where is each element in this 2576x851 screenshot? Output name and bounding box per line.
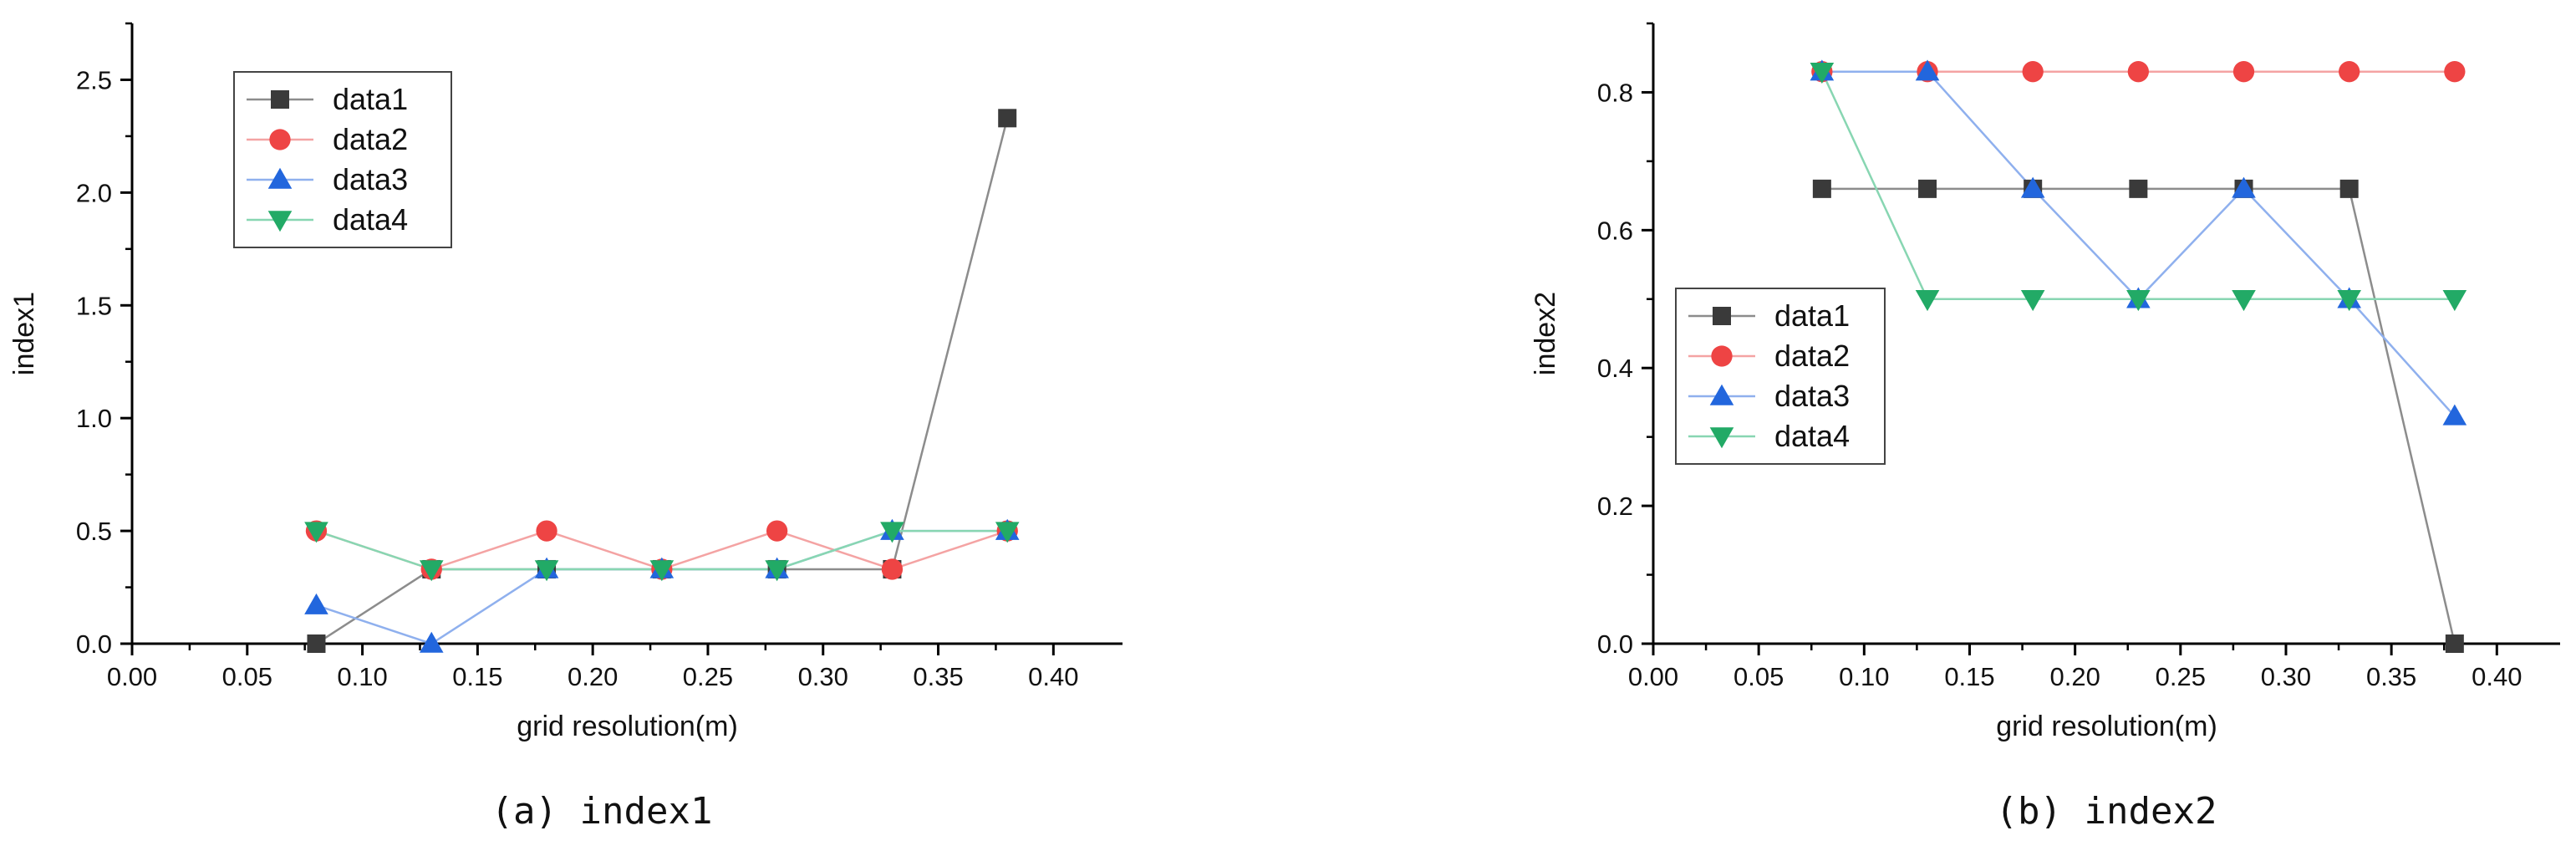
x-tick-label: 0.20 <box>568 662 618 691</box>
y-tick-label: 2.0 <box>76 178 112 207</box>
data-point-data4 <box>1915 290 1940 312</box>
data-point-data4 <box>2442 290 2467 312</box>
x-tick-label: 0.25 <box>2156 662 2206 691</box>
data-point-data4 <box>880 522 904 543</box>
data-point-data2 <box>2444 61 2466 83</box>
data-point-data2 <box>881 558 904 580</box>
x-axis-label: grid resolution(m) <box>517 711 738 742</box>
y-tick-label: 0.4 <box>1597 354 1633 383</box>
y-tick-label: 0.8 <box>1597 78 1633 107</box>
x-tick-label: 0.00 <box>1628 662 1678 691</box>
ticks-layer: 0.00 0.05 0.10 0.15 0.20 0.25 0.30 0.35 0.40 0.0 0… <box>1597 22 2560 691</box>
y-axis-label: index2 <box>1530 292 1561 375</box>
x-tick-label: 0.00 <box>107 662 157 691</box>
data-point-data3 <box>2232 176 2256 198</box>
legend-marker-data2 <box>269 129 291 150</box>
data-point-data1 <box>2129 179 2148 198</box>
y-tick-label: 1.0 <box>76 404 112 433</box>
chart-panel-index2: 0.00 0.05 0.10 0.15 0.20 0.25 0.30 0.35 0.40 0.0 0… <box>1530 22 2560 833</box>
legend-label-data1: data1 <box>1774 298 1850 333</box>
data-point-data1 <box>998 109 1017 128</box>
x-tick-label: 0.05 <box>222 662 272 691</box>
data-point-data3 <box>304 593 328 614</box>
legend-label-data1: data1 <box>333 82 408 116</box>
legend-marker-data1 <box>1713 307 1731 325</box>
legend-box <box>1675 288 1886 465</box>
y-tick-label: 0.6 <box>1597 216 1633 245</box>
data-point-data4 <box>765 560 789 582</box>
data-point-data4 <box>2337 290 2361 312</box>
data-point-data4 <box>534 560 559 582</box>
y-tick-label: 0.0 <box>1597 629 1633 659</box>
panel-caption: (a) index1 <box>491 790 713 833</box>
legend-marker-data4 <box>1709 427 1734 449</box>
legend-label-data4: data4 <box>1774 419 1850 453</box>
data-point-data3 <box>419 631 444 653</box>
y-tick-label: 2.5 <box>76 65 112 94</box>
data-point-data4 <box>2232 290 2256 312</box>
x-tick-label: 0.15 <box>452 662 502 691</box>
panel-caption: (b) index2 <box>1996 790 2217 833</box>
legend-box <box>233 71 452 248</box>
x-axis-label: grid resolution(m) <box>1996 711 2217 742</box>
x-tick-label: 0.10 <box>1839 662 1889 691</box>
x-tick-label: 0.05 <box>1733 662 1784 691</box>
data-point-data2 <box>2127 61 2149 83</box>
x-tick-label: 0.15 <box>1944 662 1994 691</box>
data-point-data1 <box>1918 179 1937 198</box>
legend-label-data2: data2 <box>1774 339 1850 373</box>
series-layer <box>304 109 1020 653</box>
legend: data1 data2 data3 data4 <box>1675 288 1886 465</box>
y-tick-label: 0.5 <box>76 517 112 546</box>
data-point-data3 <box>2442 404 2467 426</box>
y-tick-label: 1.5 <box>76 291 112 320</box>
x-tick-label: 0.30 <box>2261 662 2311 691</box>
data-point-data4 <box>304 522 328 543</box>
data-point-data2 <box>2232 61 2255 83</box>
data-point-data4 <box>649 560 675 582</box>
data-point-data4 <box>2020 290 2045 312</box>
data-point-data4 <box>2126 290 2151 312</box>
x-tick-label: 0.40 <box>2472 662 2522 691</box>
ticks-layer: 0.00 0.05 0.10 0.15 0.20 0.25 0.30 0.35 0.40 0.0 0… <box>76 22 1123 691</box>
legend-marker-data1 <box>271 90 289 109</box>
y-tick-label: 0.0 <box>76 629 112 659</box>
series-layer <box>1810 59 2467 653</box>
legend-label-data3: data3 <box>333 162 408 196</box>
legend-label-data2: data2 <box>333 122 408 156</box>
data-point-data2 <box>536 520 557 542</box>
data-point-data3 <box>1915 59 1940 81</box>
data-point-data1 <box>1812 179 1831 198</box>
legend-marker-data4 <box>267 211 293 232</box>
legend-marker-data3 <box>267 167 293 189</box>
x-tick-label: 0.20 <box>2049 662 2100 691</box>
x-tick-label: 0.10 <box>337 662 387 691</box>
legend: data1 data2 data3 data4 <box>233 71 452 248</box>
x-tick-label: 0.35 <box>2366 662 2416 691</box>
legend-marker-data3 <box>1709 384 1734 405</box>
data-point-data4 <box>419 560 444 582</box>
x-tick-label: 0.30 <box>798 662 848 691</box>
data-point-data3 <box>2020 176 2045 198</box>
chart-panel-index1: 0.00 0.05 0.10 0.15 0.20 0.25 0.30 0.35 0.40 0.0 0… <box>8 22 1123 833</box>
x-tick-label: 0.35 <box>913 662 963 691</box>
legend-label-data3: data3 <box>1774 379 1850 413</box>
data-point-data2 <box>2022 61 2044 83</box>
data-point-data2 <box>766 520 788 542</box>
data-point-data1 <box>2445 634 2464 653</box>
data-point-data2 <box>2339 61 2360 83</box>
legend-marker-data2 <box>1711 345 1733 367</box>
data-point-data4 <box>995 522 1020 543</box>
legend-label-data4: data4 <box>333 202 408 237</box>
x-tick-label: 0.25 <box>683 662 733 691</box>
y-axis-label: index1 <box>8 292 40 375</box>
data-point-data1 <box>307 634 326 653</box>
data-point-data1 <box>2339 179 2359 198</box>
y-tick-label: 0.2 <box>1597 492 1633 521</box>
x-tick-label: 0.40 <box>1028 662 1078 691</box>
data-point-data4 <box>1810 62 1835 84</box>
